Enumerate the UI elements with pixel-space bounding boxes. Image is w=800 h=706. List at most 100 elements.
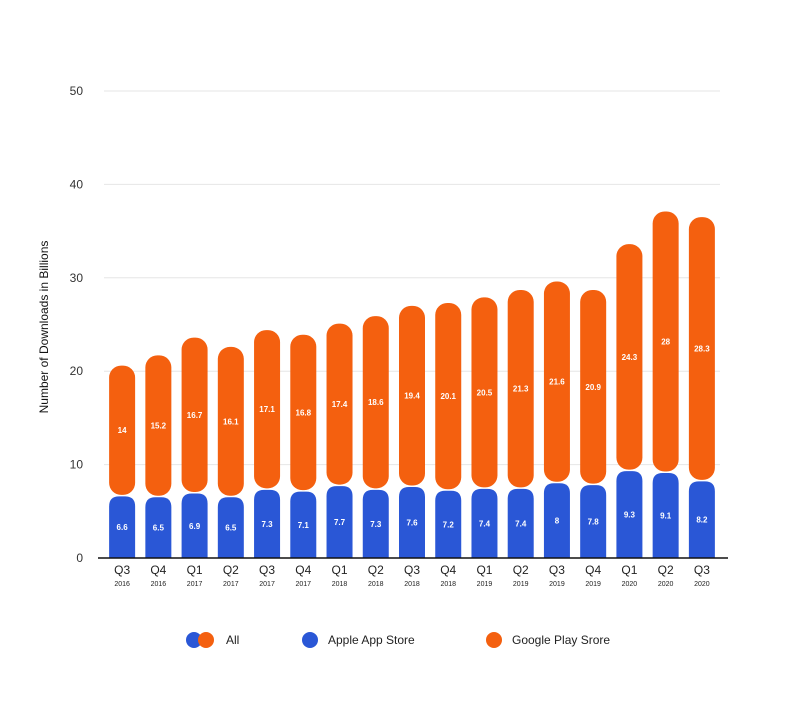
bar-apple-app-store <box>181 493 208 558</box>
x-tick-year-label: 2019 <box>513 581 529 588</box>
bar-google-play <box>109 365 136 495</box>
bar-google-play <box>217 346 244 496</box>
x-tick-year-label: 2020 <box>658 581 674 588</box>
x-tick-label: Q4 <box>585 563 601 577</box>
data-label-google: 20.5 <box>477 388 493 397</box>
bar-google-play <box>399 305 425 486</box>
data-label-google: 15.2 <box>151 422 167 431</box>
data-label-google: 16.1 <box>223 417 239 426</box>
data-label-google: 16.7 <box>187 411 203 420</box>
x-tick-label: Q2 <box>223 563 239 577</box>
x-tick-year-label: 2017 <box>296 581 312 588</box>
bar-apple-app-store <box>471 488 498 558</box>
data-label-apple: 9.3 <box>624 511 636 520</box>
bar-google-play <box>688 217 715 480</box>
y-axis-ticks: 0 10 20 30 40 50 <box>70 84 84 565</box>
legend-apple-icon <box>302 632 318 648</box>
x-tick-label: Q1 <box>332 563 348 577</box>
x-axis-ticks: Q3 2016 Q4 2016 Q1 2017 Q2 2017 Q3 2017 Q4 2017 Q1 20… <box>114 563 710 588</box>
bar-apple-app-store <box>399 487 425 558</box>
x-tick-year-label: 2017 <box>259 581 275 588</box>
data-label-google: 14 <box>118 426 127 435</box>
data-label-apple: 7.2 <box>443 520 455 529</box>
data-label-apple: 7.3 <box>261 520 273 529</box>
bar-google-play <box>181 337 208 493</box>
x-tick-label: Q3 <box>114 563 130 577</box>
data-label-apple: 6.9 <box>189 522 201 531</box>
bar-google-play <box>471 297 498 488</box>
x-tick-year-label: 2017 <box>223 581 239 588</box>
x-tick-label: Q3 <box>694 563 710 577</box>
data-label-google: 20.9 <box>585 383 601 392</box>
bar-apple-app-store <box>326 486 353 558</box>
data-label-google: 18.6 <box>368 398 384 407</box>
x-tick-label: Q3 <box>404 563 420 577</box>
data-label-google: 21.3 <box>513 385 529 394</box>
data-label-google: 17.1 <box>259 405 275 414</box>
data-label-apple: 7.6 <box>406 519 418 528</box>
x-tick-label: Q4 <box>440 563 456 577</box>
bar-google-play <box>580 289 607 484</box>
x-tick-label: Q4 <box>150 563 166 577</box>
bar-google-play <box>543 281 570 482</box>
x-tick-year-label: 2016 <box>151 581 167 588</box>
bar-google-play <box>616 244 643 470</box>
x-tick-year-label: 2016 <box>114 581 130 588</box>
data-label-google: 16.8 <box>296 408 312 417</box>
x-tick-year-label: 2017 <box>187 581 203 588</box>
legend-item-google[interactable]: Google Play Srore <box>486 632 610 648</box>
data-label-apple: 7.1 <box>298 521 310 530</box>
x-tick-year-label: 2020 <box>622 581 638 588</box>
bar-apple-app-store <box>217 497 244 558</box>
data-label-apple: 7.7 <box>334 518 346 527</box>
legend-apple-label: Apple App Store <box>328 633 415 647</box>
bar-google-play <box>435 303 462 490</box>
data-label-google: 21.6 <box>549 378 565 387</box>
bar-apple-app-store <box>362 489 389 558</box>
x-tick-year-label: 2018 <box>332 581 348 588</box>
y-tick-label: 40 <box>70 177 84 191</box>
data-label-google: 24.3 <box>622 353 638 362</box>
y-tick-label: 0 <box>76 551 83 565</box>
legend-item-all[interactable]: All <box>186 632 239 648</box>
x-tick-label: Q4 <box>295 563 311 577</box>
y-tick-label: 30 <box>70 271 84 285</box>
x-tick-label: Q2 <box>513 563 529 577</box>
bar-google-play <box>290 334 317 491</box>
bars: 6.6 14 6.5 15.2 6.9 16.7 6.5 16.1 7.3 17.1 7.1 16.8… <box>109 211 715 558</box>
bar-apple-app-store <box>507 488 534 558</box>
x-tick-year-label: 2019 <box>477 581 493 588</box>
x-tick-label: Q2 <box>658 563 674 577</box>
bar-google-play <box>652 211 679 472</box>
data-label-apple: 6.5 <box>225 524 237 533</box>
x-tick-year-label: 2018 <box>440 581 456 588</box>
x-tick-year-label: 2018 <box>368 581 384 588</box>
x-tick-year-label: 2018 <box>404 581 420 588</box>
bar-google-play <box>507 289 534 488</box>
x-tick-year-label: 2020 <box>694 581 710 588</box>
data-label-apple: 8 <box>555 517 560 526</box>
data-label-google: 20.1 <box>440 392 456 401</box>
data-label-apple: 7.8 <box>588 518 600 527</box>
data-label-apple: 9.1 <box>660 512 672 521</box>
data-label-apple: 6.6 <box>117 523 129 532</box>
bar-google-play <box>362 316 389 489</box>
bar-google-play <box>326 323 353 485</box>
legend-google-label: Google Play Srore <box>512 633 611 647</box>
data-label-apple: 8.2 <box>696 516 708 525</box>
x-tick-label: Q1 <box>187 563 203 577</box>
y-tick-label: 10 <box>70 458 84 472</box>
bar-google-play <box>254 330 281 489</box>
data-label-apple: 7.3 <box>370 520 382 529</box>
x-tick-year-label: 2019 <box>549 581 565 588</box>
legend-google-icon <box>486 632 502 648</box>
data-label-apple: 6.5 <box>153 524 165 533</box>
legend-item-apple[interactable]: Apple App Store <box>302 632 415 648</box>
bar-apple-app-store <box>543 483 570 558</box>
bar-apple-app-store <box>616 471 643 558</box>
bar-google-play <box>145 355 172 496</box>
bar-apple-app-store <box>290 491 317 558</box>
y-tick-label: 50 <box>70 84 84 98</box>
legend: All Apple App Store Google Play Srore <box>0 632 800 652</box>
bar-apple-app-store <box>145 497 172 558</box>
